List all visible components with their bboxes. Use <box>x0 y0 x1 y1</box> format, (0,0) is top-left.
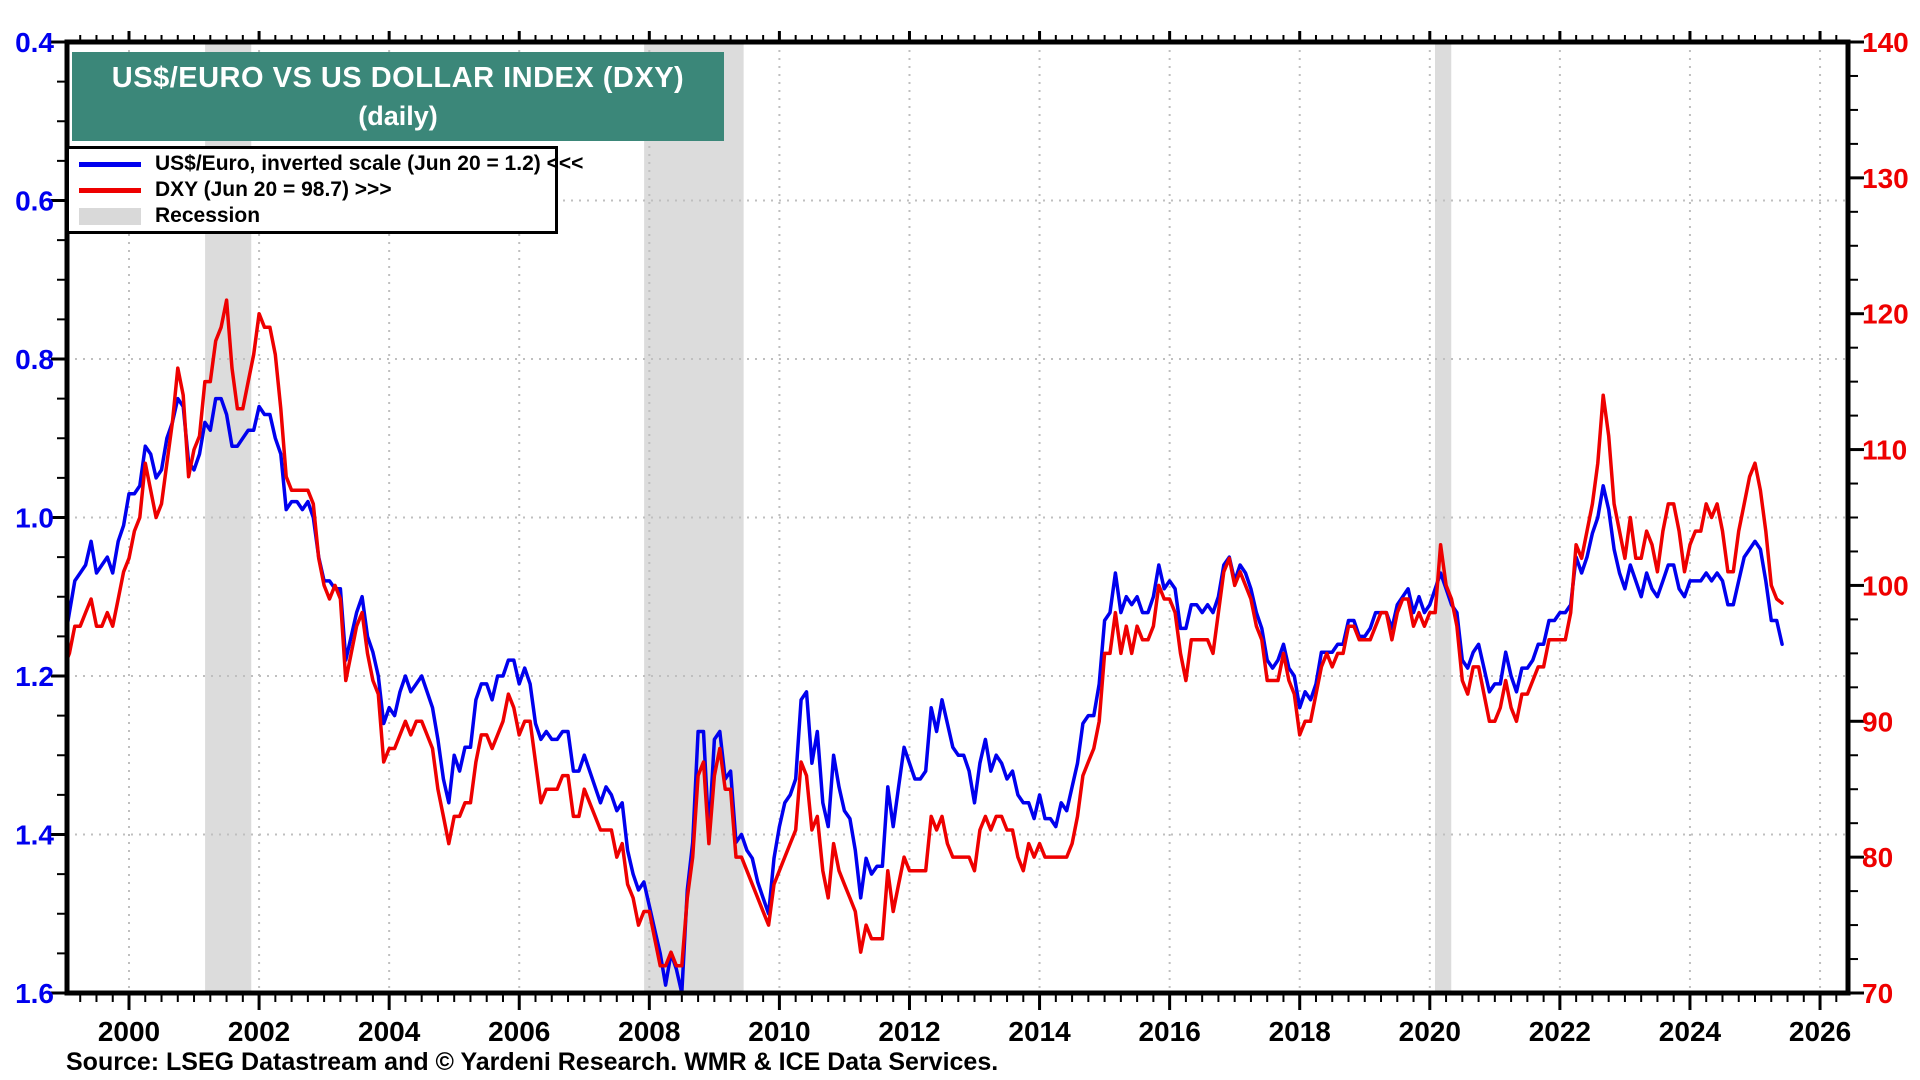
left-axis-label: 1.2 <box>15 661 54 692</box>
x-axis-label: 2020 <box>1399 1016 1461 1047</box>
red-line-swatch <box>79 187 141 193</box>
left-axis-label: 0.6 <box>15 186 54 217</box>
legend: US$/Euro, inverted scale (Jun 20 = 1.2) … <box>66 146 583 234</box>
right-axis-label: 70 <box>1862 978 1893 1009</box>
right-axis-label: 90 <box>1862 706 1893 737</box>
usd-euro-line <box>67 396 1784 993</box>
x-axis-label: 2006 <box>488 1016 550 1047</box>
legend-item-recession: Recession <box>79 203 555 229</box>
x-axis-label: 2008 <box>618 1016 680 1047</box>
x-axis-label: 2000 <box>98 1016 160 1047</box>
plot-frame <box>64 39 1851 996</box>
x-axis-label: 2018 <box>1269 1016 1331 1047</box>
dxy-line <box>67 298 1784 968</box>
x-axis-label: 2016 <box>1138 1016 1200 1047</box>
right-axis-label: 80 <box>1862 842 1893 873</box>
left-axis-label: 0.8 <box>15 344 54 375</box>
legend-label: DXY (Jun 20 = 98.7) >>> <box>155 178 392 201</box>
left-axis-label: 1.0 <box>15 503 54 534</box>
legend-label: Recession <box>155 204 261 227</box>
x-axis-label: 2012 <box>878 1016 940 1047</box>
x-axis-label: 2002 <box>228 1016 290 1047</box>
x-axis-label: 2014 <box>1008 1016 1071 1047</box>
x-axis-label: 2004 <box>358 1016 421 1047</box>
right-axis-label: 110 <box>1862 435 1907 466</box>
x-axis-label: 2010 <box>748 1016 810 1047</box>
x-axis-label: 2026 <box>1789 1016 1851 1047</box>
source-attribution: Source: LSEG Datastream and © Yardeni Re… <box>66 1048 999 1076</box>
legend-item-usd-euro: US$/Euro, inverted scale (Jun 20 = 1.2) … <box>79 151 583 177</box>
blue-line-swatch <box>79 161 141 167</box>
left-axis-label: 0.4 <box>15 27 54 58</box>
chart-title-box: US$/EURO VS US DOLLAR INDEX (DXY) (daily… <box>72 52 724 141</box>
left-axis-label: 1.6 <box>15 978 54 1009</box>
x-axis-label: 2024 <box>1659 1016 1722 1047</box>
chart-title: US$/EURO VS US DOLLAR INDEX (DXY) <box>111 61 685 94</box>
chart-subtitle: (daily) <box>358 100 438 131</box>
left-axis-label: 1.4 <box>15 820 54 851</box>
legend-label: US$/Euro, inverted scale (Jun 20 = 1.2) … <box>155 152 584 175</box>
right-axis-label: 120 <box>1862 299 1909 330</box>
right-axis-label: 140 <box>1862 27 1909 58</box>
legend-item-dxy: DXY (Jun 20 = 98.7) >>> <box>79 177 555 203</box>
right-axis-label: 130 <box>1862 163 1909 194</box>
recession-swatch <box>79 207 141 225</box>
x-axis-label: 2022 <box>1529 1016 1591 1047</box>
right-axis-label: 100 <box>1862 570 1909 601</box>
